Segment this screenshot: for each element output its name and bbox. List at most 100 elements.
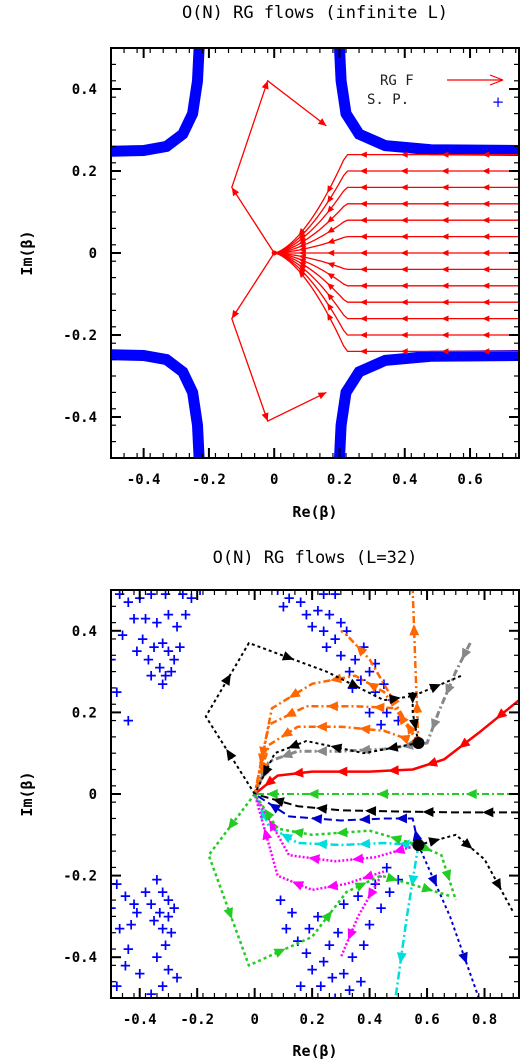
legend-arrowhead-icon [489, 74, 504, 86]
rg-flow-line [274, 252, 519, 287]
flow-arrowhead [482, 233, 490, 240]
flow-arrowhead [482, 184, 490, 191]
flow-arrowhead [408, 874, 419, 887]
flow-arrowhead [259, 746, 269, 758]
flow-arrowhead [412, 701, 423, 713]
chart-panel-L32: O(N) RG flows (L=32) ++ + + ++++++++++ +++++… [18, 548, 520, 1060]
flow-arrowhead [269, 819, 279, 832]
x-tick-label: 0.4 [392, 472, 417, 488]
singular-point-marker: + [306, 960, 319, 978]
singular-point-marker: + [349, 650, 362, 668]
singular-point-marker: + [329, 630, 342, 648]
flow-arrowhead [262, 828, 273, 841]
flow-arrowhead [441, 266, 449, 273]
singular-point-curve [111, 48, 205, 157]
singular-point-marker: + [151, 948, 164, 966]
flow-arrowhead [367, 887, 378, 900]
flow-arrowhead [373, 702, 385, 713]
flow-arrowhead [367, 682, 380, 693]
flow-arrowhead [359, 348, 367, 355]
singular-point-marker: + [131, 642, 144, 660]
singular-point-marker: + [110, 875, 123, 893]
singular-point-marker: + [105, 899, 118, 917]
flow-arrowhead [400, 299, 408, 306]
fixed-point-marker [412, 737, 425, 749]
singular-point-marker: + [346, 948, 359, 966]
rg-flow-line [274, 235, 519, 254]
rg-flow-line [417, 844, 480, 998]
singular-point-curve [334, 48, 519, 156]
singular-point-marker: + [139, 610, 152, 628]
singular-point-marker: + [294, 593, 307, 611]
flow-arrowhead [298, 261, 307, 269]
singular-point-marker: + [320, 638, 333, 656]
singular-point-marker: + [162, 960, 175, 978]
flow-arrowhead [389, 694, 401, 705]
singular-point-marker: + [171, 969, 184, 987]
x-tick-label: 0.2 [327, 472, 352, 488]
flow-arrowhead [326, 701, 338, 712]
flow-arrowhead [298, 264, 307, 272]
x-tick-label: 0.6 [414, 1012, 439, 1028]
rg-flow-line [253, 793, 419, 863]
flow-arrowhead [482, 266, 490, 273]
flow-arrowhead [400, 348, 408, 355]
fixed-point-marker [412, 839, 425, 851]
x-tick-label: 0 [270, 472, 278, 488]
chart-title: O(N) RG flows (L=32) [213, 548, 418, 568]
singular-point-marker: + [125, 916, 138, 934]
singular-point-marker: + [317, 622, 330, 640]
singular-point-marker: + [312, 601, 325, 619]
singular-point-marker: + [185, 589, 198, 607]
flow-arrowhead [409, 718, 419, 731]
flow-arrowhead [347, 928, 357, 941]
flow-arrowhead [298, 267, 306, 275]
singular-point-marker: + [355, 671, 368, 689]
y-axis-label: Im(β) [18, 771, 36, 816]
singular-point-marker: + [119, 887, 132, 905]
singular-point-marker: + [283, 589, 296, 607]
rg-flow-line [253, 725, 419, 795]
flow-arrowhead [354, 882, 367, 892]
singular-point-marker: + [194, 581, 207, 599]
flow-arrowhead [292, 828, 304, 838]
y-tick-label: 0 [89, 246, 97, 262]
flow-arrowhead [264, 775, 276, 787]
flow-arrowhead [385, 872, 398, 883]
flow-arrowhead [327, 237, 335, 244]
flow-arrowhead [400, 151, 408, 158]
flow-arrowhead [359, 838, 371, 849]
flow-arrowhead [441, 233, 449, 240]
singular-point-marker: + [291, 932, 304, 950]
singular-point-marker: + [337, 895, 350, 913]
singular-point-marker: + [133, 965, 146, 983]
flow-arrowhead [377, 789, 389, 799]
singular-point-marker: + [122, 940, 135, 958]
flow-arrowhead [359, 282, 367, 289]
rg-flow-line [274, 252, 519, 271]
flow-arrowhead [317, 118, 327, 126]
flow-arrowhead [327, 283, 335, 291]
flow-arrowhead [412, 829, 423, 842]
singular-point-marker: + [162, 605, 175, 623]
flow-arrowhead [387, 765, 399, 776]
flow-arrowhead [359, 200, 367, 207]
chart-title: O(N) RG flows (infinite L) [182, 3, 448, 23]
y-tick-label: 0 [89, 787, 97, 803]
singular-point-marker: + [151, 871, 164, 889]
flow-arrowhead [292, 881, 305, 891]
flow-arrowhead [398, 713, 409, 726]
flow-arrowhead [359, 249, 367, 257]
singular-point-marker: + [128, 895, 141, 913]
flow-arrowhead [400, 282, 408, 289]
singular-point-marker: + [352, 887, 365, 905]
flow-arrowhead [284, 707, 297, 717]
singular-point-marker: + [317, 585, 330, 603]
flow-arrowhead [327, 249, 335, 257]
flow-arrowhead [359, 184, 367, 191]
flow-arrowhead [460, 838, 473, 849]
flow-arrowhead [441, 331, 449, 339]
flow-arrowhead [315, 746, 327, 757]
flow-arrowhead [482, 331, 490, 339]
singular-point-marker: + [110, 977, 123, 995]
